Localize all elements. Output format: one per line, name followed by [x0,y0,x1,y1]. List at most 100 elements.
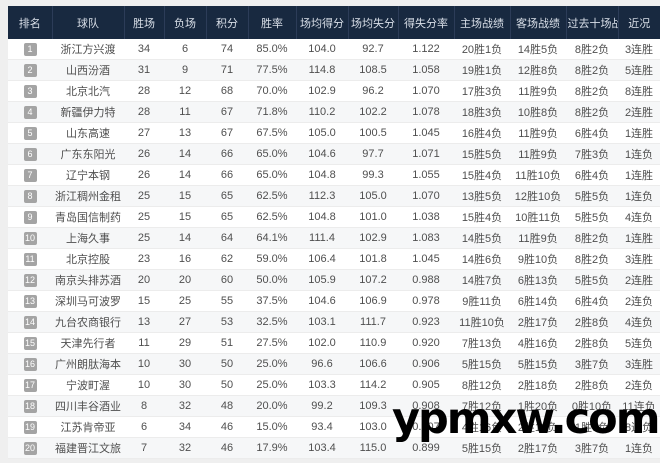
wins: 15 [124,290,164,312]
rank-badge: 5 [23,126,37,140]
table-row: 18 四川丰谷酒业 8 32 48 20.0% 99.2 109.3 0.908 7胜12负 1胜2… [8,395,660,417]
points: 50 [206,374,248,396]
streak: 8连胜 [618,80,660,102]
points: 50 [206,353,248,375]
column-header-rank: 排名 [8,6,52,39]
table-row: 16 广州朗肽海本 10 30 50 25.0% 96.6 106.6 0.906 5胜15负 5胜… [8,353,660,375]
wins: 27 [124,122,164,144]
rank-badge: 4 [23,105,37,119]
rank-badge: 10 [23,231,37,245]
header-row: 排名 球队 胜场 负场 积分 胜率 场均得分 场均失分 得失分率 主场战绩 客场… [8,6,660,39]
wins: 7 [124,437,164,459]
rank: 17 [8,374,52,396]
team-name: 山东高速 [52,122,124,144]
points: 48 [206,395,248,417]
column-header-wins: 胜场 [123,6,164,39]
streak: 4连负 [618,206,660,228]
table-row: 2 山西汾酒 31 9 71 77.5% 114.8 108.5 1.058 19胜1负 12胜8负… [8,59,660,81]
losses: 16 [164,248,206,270]
home-record: 15胜4负 [454,164,510,186]
column-header-away-record: 客场战绩 [509,6,566,39]
win-pct: 71.8% [248,101,296,123]
losses: 6 [164,39,206,60]
avg-points-for: 106.4 [296,248,348,270]
away-record: 12胜8负 [510,59,566,81]
rank-badge: 17 [23,378,37,392]
point-ratio: 1.038 [398,206,454,228]
rank: 15 [8,332,52,354]
wins: 23 [124,248,164,270]
points: 66 [206,164,248,186]
streak: 1连胜 [618,164,660,186]
away-record: 2胜17负 [510,437,566,459]
avg-points-for: 102.9 [296,80,348,102]
losses: 12 [164,80,206,102]
last10-record: 3胜7负 [566,437,618,459]
wins: 25 [124,185,164,207]
away-record: 6胜13负 [510,269,566,291]
last10-record: 1胜9负 [566,416,618,438]
last10-record: 2胜8负 [566,311,618,333]
points: 62 [206,248,248,270]
points: 67 [206,122,248,144]
streak: 3连胜 [618,248,660,270]
streak: 3连胜 [618,39,660,60]
away-record: 2胜18负 [510,416,566,438]
avg-points-against: 103.0 [348,416,398,438]
avg-points-against: 110.9 [348,332,398,354]
away-record: 10胜11负 [510,206,566,228]
rank-badge: 19 [23,420,37,434]
home-record: 14胜6负 [454,248,510,270]
streak: 1连胜 [618,227,660,249]
rank: 14 [8,311,52,333]
point-ratio: 1.071 [398,143,454,165]
avg-points-against: 101.8 [348,248,398,270]
losses: 32 [164,395,206,417]
away-record: 10胜8负 [510,101,566,123]
away-record: 2胜18负 [510,374,566,396]
rank: 11 [8,248,52,270]
team-name: 广东东阳光 [52,143,124,165]
wins: 25 [124,227,164,249]
points: 65 [206,206,248,228]
table-row: 17 宁波町渥 10 30 50 25.0% 103.3 114.2 0.905 8胜12负 2胜1… [8,374,660,396]
last10-record: 6胜4负 [566,290,618,312]
streak: 2连负 [618,290,660,312]
avg-points-for: 111.4 [296,227,348,249]
table-row: 7 辽宁本钢 26 14 66 65.0% 104.8 99.3 1.055 15胜4负 11胜10… [8,164,660,186]
team-name: 江苏肯帝亚 [52,416,124,438]
rank-badge: 18 [23,399,37,413]
win-pct: 20.0% [248,395,296,417]
point-ratio: 0.907 [398,416,454,438]
home-record: 16胜4负 [454,122,510,144]
win-pct: 77.5% [248,59,296,81]
home-record: 15胜5负 [454,143,510,165]
avg-points-against: 102.9 [348,227,398,249]
home-record: 11胜10负 [454,311,510,333]
away-record: 6胜14负 [510,290,566,312]
table-header: 排名 球队 胜场 负场 积分 胜率 场均得分 场均失分 得失分率 主场战绩 客场… [8,6,660,39]
losses: 25 [164,290,206,312]
table-row: 4 新疆伊力特 28 11 67 71.8% 110.2 102.2 1.078 18胜3负 10胜… [8,101,660,123]
rank-badge: 11 [23,252,37,266]
point-ratio: 1.058 [398,59,454,81]
table-row: 19 江苏肯帝亚 6 34 46 15.0% 93.4 103.0 0.907 4胜16负 2胜18… [8,416,660,438]
home-record: 19胜1负 [454,59,510,81]
team-name: 山西汾酒 [52,59,124,81]
avg-points-against: 109.3 [348,395,398,417]
win-pct: 25.0% [248,374,296,396]
last10-record: 8胜2负 [566,59,618,81]
rank-badge: 9 [23,210,37,224]
away-record: 11胜9负 [510,122,566,144]
team-name: 广州朗肽海本 [52,353,124,375]
wins: 28 [124,80,164,102]
table-row: 9 青岛国信制药 25 15 65 62.5% 104.8 101.0 1.038 15胜4负 10… [8,206,660,228]
table-row: 15 天津先行者 11 29 51 27.5% 102.0 110.9 0.920 7胜13负 4胜… [8,332,660,354]
streak: 2连负 [618,374,660,396]
avg-points-against: 102.2 [348,101,398,123]
point-ratio: 0.908 [398,395,454,417]
points: 46 [206,437,248,459]
avg-points-against: 106.6 [348,353,398,375]
points: 67 [206,101,248,123]
